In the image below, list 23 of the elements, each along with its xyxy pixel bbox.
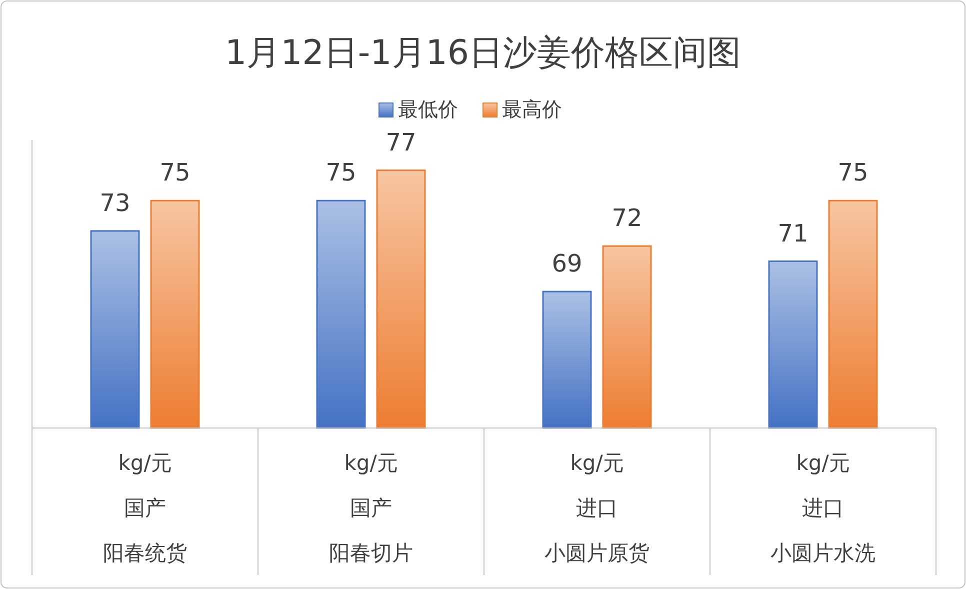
data-label: 73 <box>100 188 130 217</box>
legend-label: 最高价 <box>502 97 562 121</box>
chart-title: 1月12日-1月16日沙姜价格区间图 <box>224 33 742 73</box>
text: kg/元 <box>796 451 850 475</box>
text: kg/元 <box>118 451 172 475</box>
x-tick-label: 阳春统货 <box>103 541 187 565</box>
data-label: 77 <box>386 128 416 156</box>
x-tick-label: 小圆片水洗 <box>770 541 876 565</box>
legend-label: 最低价 <box>398 97 458 121</box>
x-tick-label: 阳春切片 <box>329 541 413 565</box>
data-label: 75 <box>160 158 190 187</box>
data-label: 75 <box>838 158 868 187</box>
data-label: 75 <box>326 158 356 187</box>
text: 国产 <box>124 496 166 520</box>
text: 进口 <box>576 496 618 520</box>
data-label: 72 <box>612 204 642 232</box>
data-label: 71 <box>778 219 808 248</box>
text: 进口 <box>802 496 844 520</box>
x-tick-label: 小圆片原货 <box>544 541 650 565</box>
data-label: 69 <box>552 250 582 278</box>
text: kg/元 <box>570 451 624 475</box>
text: kg/元 <box>344 451 398 475</box>
text: 国产 <box>350 496 392 520</box>
